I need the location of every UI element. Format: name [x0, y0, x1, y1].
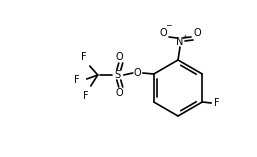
- Text: −: −: [165, 22, 171, 30]
- Text: N: N: [176, 37, 184, 47]
- Text: S: S: [115, 70, 121, 80]
- Text: F: F: [214, 98, 220, 108]
- Text: F: F: [81, 52, 87, 62]
- Text: O: O: [193, 28, 201, 38]
- Text: O: O: [134, 68, 142, 78]
- Text: O: O: [116, 52, 124, 62]
- Text: F: F: [83, 91, 89, 101]
- Text: F: F: [74, 75, 80, 85]
- Text: O: O: [159, 28, 167, 38]
- Text: +: +: [182, 35, 188, 40]
- Text: O: O: [116, 88, 124, 98]
